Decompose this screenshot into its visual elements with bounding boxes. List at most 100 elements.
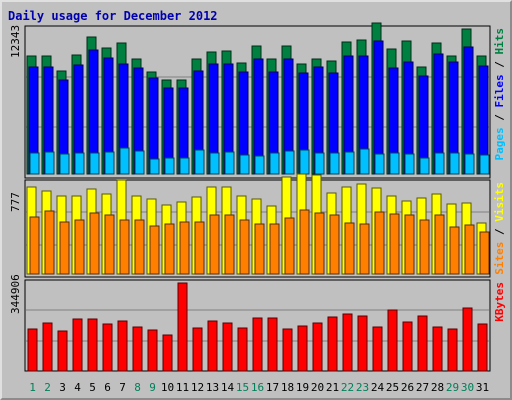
bar-kbytes-day-15 — [237, 327, 248, 372]
bar-sites-day-15 — [239, 219, 250, 275]
bar-pages-day-17 — [269, 152, 280, 175]
bar-pages-day-19 — [299, 149, 310, 175]
bar-sites-day-14 — [224, 214, 235, 275]
bar-pages-day-27 — [419, 157, 430, 175]
day-label-6: 6 — [104, 381, 111, 394]
bar-kbytes-day-27 — [417, 315, 428, 372]
bar-kbytes-day-11 — [177, 282, 188, 372]
bar-kbytes-day-4 — [72, 318, 83, 372]
bar-kbytes-day-13 — [207, 320, 218, 372]
bar-pages-day-30 — [464, 153, 475, 175]
bar-sites-day-11 — [179, 221, 190, 275]
legend-entry-files: Files — [493, 74, 506, 107]
day-label-4: 4 — [74, 381, 81, 394]
bar-sites-day-6 — [104, 214, 115, 275]
day-label-9: 9 — [149, 381, 156, 394]
bar-kbytes-day-3 — [57, 330, 68, 372]
bar-kbytes-day-14 — [222, 322, 233, 372]
panel-visits-legend: Sites / Visits — [493, 182, 506, 275]
bar-sites-day-26 — [404, 214, 415, 275]
bar-pages-day-16 — [254, 155, 265, 175]
bar-kbytes-day-10 — [162, 334, 173, 372]
bar-pages-day-13 — [209, 152, 220, 175]
bar-sites-day-17 — [269, 223, 280, 275]
bar-pages-day-11 — [179, 157, 190, 175]
bar-kbytes-day-16 — [252, 317, 263, 372]
bar-kbytes-day-29 — [447, 328, 458, 372]
bar-kbytes-day-26 — [402, 321, 413, 372]
bar-pages-day-9 — [149, 158, 160, 175]
panel-hits-legend: Pages / Files / Hits — [493, 28, 506, 161]
bar-sites-day-19 — [299, 209, 310, 275]
bar-pages-day-1 — [29, 152, 40, 175]
bar-pages-day-5 — [89, 152, 100, 175]
day-label-18: 18 — [281, 381, 294, 394]
bar-kbytes-day-24 — [372, 326, 383, 372]
day-label-22: 22 — [341, 381, 354, 394]
panel-hits: 12343 Pages / Files / Hits — [9, 22, 506, 179]
bar-kbytes-day-20 — [312, 322, 323, 372]
bar-pages-day-3 — [59, 153, 70, 175]
bar-sites-day-5 — [89, 212, 100, 275]
bar-pages-day-29 — [449, 152, 460, 175]
bar-pages-day-25 — [389, 152, 400, 175]
legend-separator: / — [493, 222, 506, 242]
legend-entry-pages: Pages — [493, 127, 506, 160]
day-label-16: 16 — [251, 381, 264, 394]
bar-sites-day-12 — [194, 221, 205, 275]
bar-sites-day-23 — [359, 223, 370, 275]
bar-sites-day-2 — [44, 210, 55, 275]
bar-sites-day-3 — [59, 221, 70, 275]
bar-sites-day-22 — [344, 222, 355, 275]
bar-sites-day-18 — [284, 217, 295, 275]
day-label-7: 7 — [119, 381, 126, 394]
day-label-29: 29 — [446, 381, 459, 394]
day-label-17: 17 — [266, 381, 279, 394]
day-label-8: 8 — [134, 381, 141, 394]
bar-pages-day-26 — [404, 153, 415, 175]
panel-kbytes-max-label: 344906 — [9, 274, 22, 314]
bar-pages-day-24 — [374, 153, 385, 175]
bar-kbytes-day-25 — [387, 309, 398, 372]
bar-pages-day-6 — [104, 151, 115, 175]
bar-kbytes-day-6 — [102, 323, 113, 372]
day-label-19: 19 — [296, 381, 309, 394]
bar-kbytes-day-5 — [87, 318, 98, 372]
chart-title: Daily usage for December 2012 — [8, 9, 218, 23]
bar-pages-day-18 — [284, 150, 295, 175]
legend-entry-visits: Visits — [493, 182, 506, 222]
bar-sites-day-4 — [74, 219, 85, 275]
day-label-3: 3 — [59, 381, 66, 394]
bar-pages-day-28 — [434, 152, 445, 175]
day-label-12: 12 — [191, 381, 204, 394]
day-label-5: 5 — [89, 381, 96, 394]
bar-sites-day-21 — [329, 214, 340, 275]
bar-kbytes-day-21 — [327, 316, 338, 372]
bar-pages-day-12 — [194, 149, 205, 175]
bar-kbytes-day-18 — [282, 328, 293, 372]
bar-sites-day-30 — [464, 224, 475, 275]
bar-kbytes-day-8 — [132, 326, 143, 372]
day-label-14: 14 — [221, 381, 235, 394]
bar-pages-day-31 — [479, 154, 490, 175]
day-label-30: 30 — [461, 381, 474, 394]
legend-entry-hits: Hits — [493, 28, 506, 55]
bar-sites-day-29 — [449, 226, 460, 275]
bar-pages-day-10 — [164, 157, 175, 175]
bar-kbytes-day-7 — [117, 320, 128, 372]
bar-sites-day-16 — [254, 223, 265, 275]
bar-sites-day-25 — [389, 213, 400, 275]
bar-sites-day-20 — [314, 212, 325, 275]
bar-sites-day-27 — [419, 219, 430, 275]
bar-kbytes-day-9 — [147, 329, 158, 372]
panel-visits-max-label: 777 — [9, 192, 22, 212]
bar-pages-day-4 — [74, 152, 85, 175]
day-label-13: 13 — [206, 381, 219, 394]
bar-sites-day-24 — [374, 211, 385, 275]
legend-separator: / — [493, 108, 506, 128]
bar-sites-day-13 — [209, 214, 220, 275]
bar-kbytes-day-30 — [462, 307, 473, 372]
bar-kbytes-day-12 — [192, 327, 203, 372]
bar-pages-day-22 — [344, 151, 355, 175]
